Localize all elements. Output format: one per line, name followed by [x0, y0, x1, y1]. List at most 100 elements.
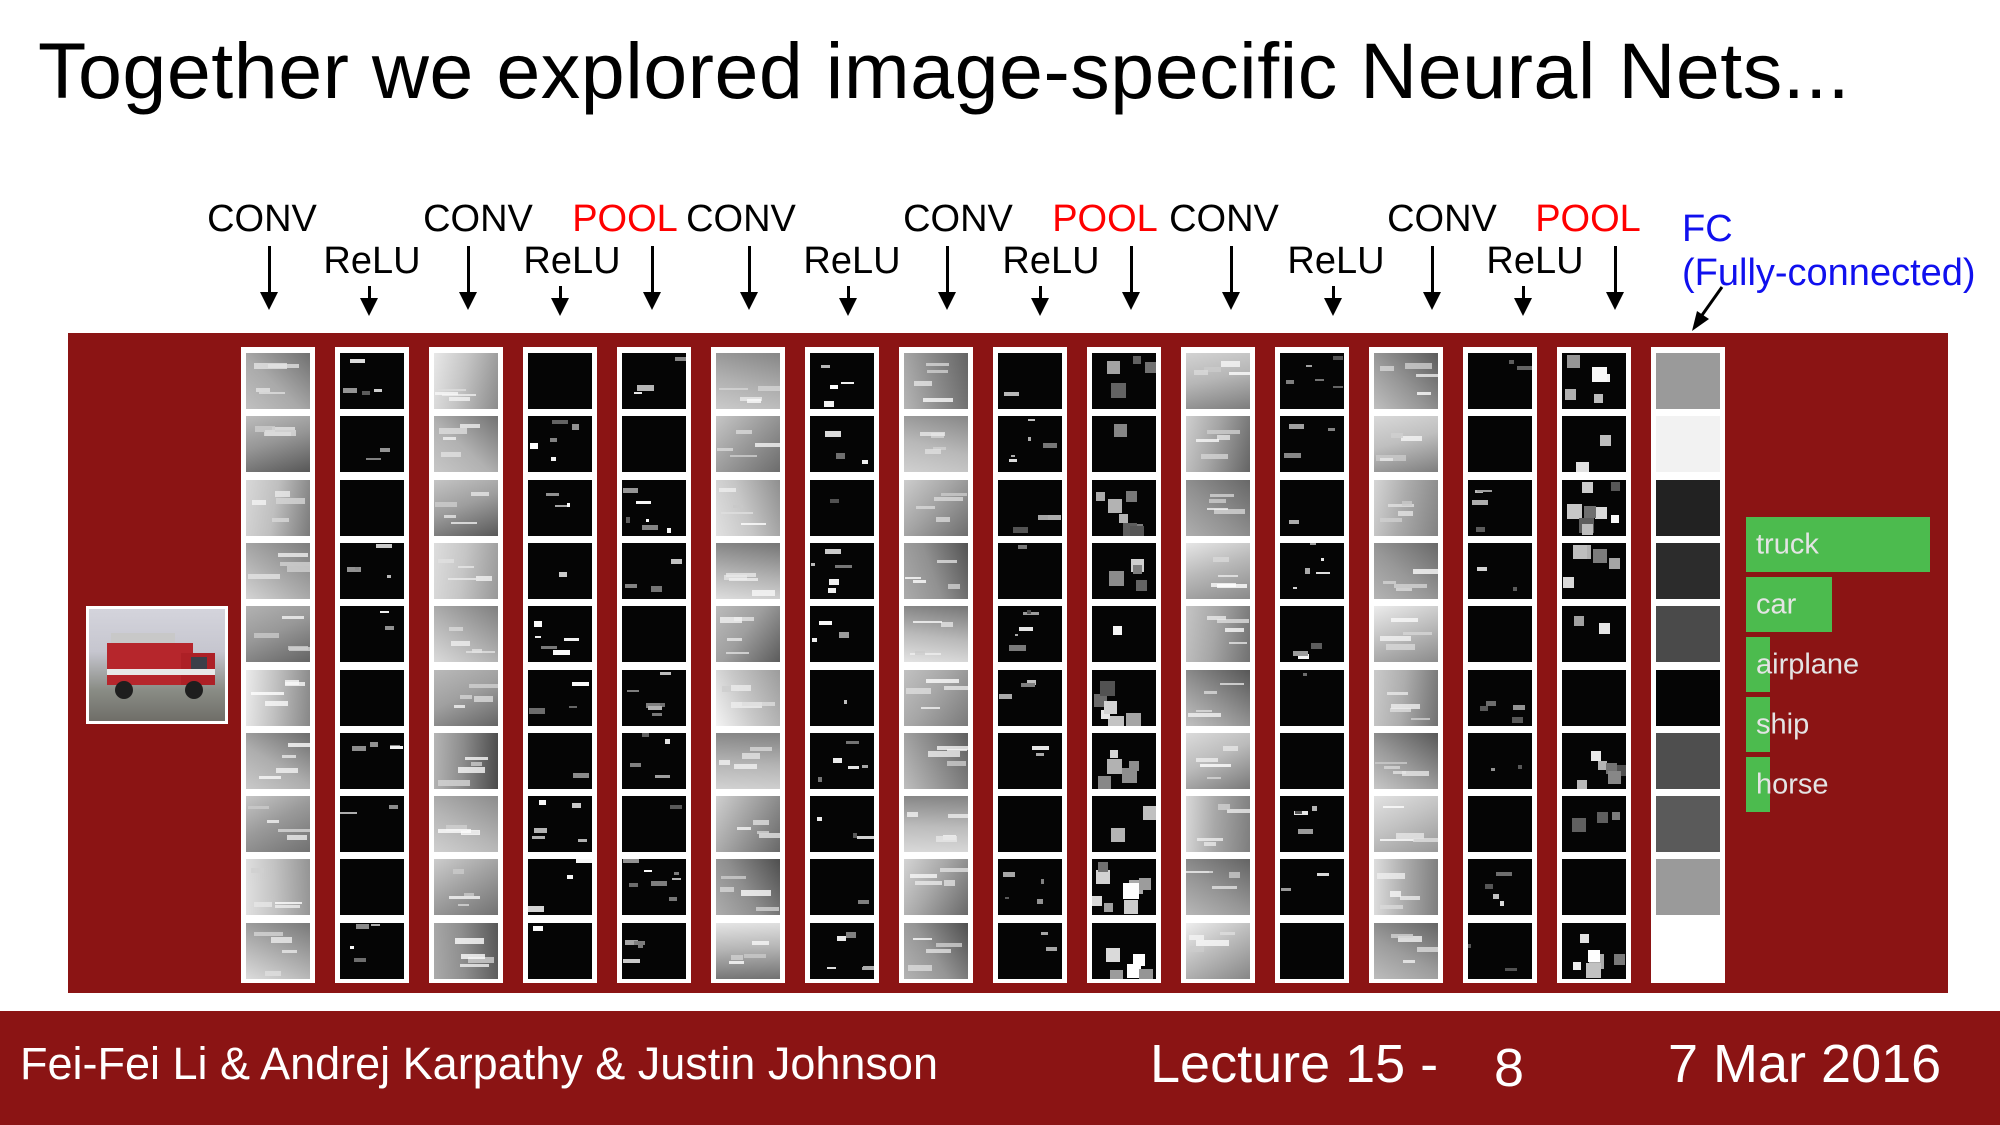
feature-map-tile: [1280, 353, 1344, 409]
prediction-label: truck: [1756, 528, 1819, 560]
feature-map-tile: [1186, 479, 1250, 536]
activation-spot: [1027, 610, 1031, 615]
layer-label-pool: POOL: [1535, 198, 1641, 240]
activation-spot: [665, 738, 670, 744]
feature-stroke: [451, 641, 470, 647]
feature-stroke: [948, 814, 968, 819]
feature-stroke: [464, 893, 474, 897]
activation-spot: [350, 359, 365, 363]
feature-map-tile: [1374, 922, 1438, 979]
activation-spot: [1110, 969, 1123, 979]
activation-spot: [1145, 362, 1156, 373]
fc-activation-cell: [1656, 732, 1720, 789]
feature-map-tile: [1092, 669, 1156, 726]
feature-stroke: [435, 501, 457, 507]
activation-spot: [340, 812, 357, 815]
feature-map-tile: [434, 416, 498, 473]
feature-stroke: [438, 779, 470, 786]
activation-spot: [552, 420, 568, 425]
activation-spot: [844, 699, 847, 704]
feature-map-tile: [622, 479, 686, 536]
activation-spot: [1584, 505, 1596, 518]
feature-stroke: [442, 394, 476, 396]
activation-spot: [1013, 526, 1028, 533]
feature-stroke: [1207, 507, 1228, 510]
feature-stroke: [451, 521, 477, 524]
activation-spot: [830, 498, 839, 503]
feature-stroke: [476, 575, 492, 581]
activation-spot: [1600, 435, 1611, 447]
activation-spot: [1317, 873, 1329, 877]
feature-map-tile: [1374, 542, 1438, 599]
feature-stroke: [439, 428, 467, 435]
feature-stroke: [1398, 510, 1413, 516]
feature-map-tile: [1186, 732, 1250, 789]
activation-spot: [863, 965, 874, 970]
activation-spot: [1611, 481, 1620, 491]
activation-spot: [352, 745, 366, 751]
activation-spot: [1004, 392, 1019, 396]
feature-stroke: [731, 684, 751, 691]
feature-stroke: [927, 370, 948, 373]
activation-spot: [667, 527, 671, 533]
feature-map-tile: [434, 353, 498, 409]
feature-stroke: [1400, 896, 1420, 901]
feature-stroke: [1218, 804, 1230, 811]
feature-stroke: [926, 363, 949, 366]
activation-spot: [1333, 386, 1343, 388]
feature-stroke: [285, 681, 305, 686]
layer-arrow: [260, 246, 278, 310]
activation-spot: [623, 859, 639, 864]
feature-stroke: [465, 756, 488, 760]
activation-spot: [1284, 453, 1301, 459]
feature-stroke: [458, 565, 474, 568]
activation-spot: [841, 382, 854, 384]
feature-map-tile: [1562, 606, 1626, 663]
activation-spot: [1595, 506, 1607, 519]
prediction-bar-airplane: airplane: [1746, 637, 1859, 692]
activation-spot: [1108, 498, 1122, 513]
feature-stroke: [937, 559, 957, 563]
activation-spot: [1591, 750, 1601, 761]
activation-spot: [862, 460, 868, 465]
activation-spot: [1306, 365, 1312, 367]
feature-map-tile: [998, 416, 1062, 473]
activation-spot: [1509, 360, 1514, 364]
feature-stroke: [449, 627, 463, 632]
feature-map-tile: [528, 542, 592, 599]
feature-stroke: [288, 742, 310, 747]
feature-stroke: [275, 905, 300, 909]
activation-spot: [1136, 579, 1147, 591]
activation-spot: [857, 836, 874, 840]
activation-spot: [1573, 544, 1587, 559]
activation-spot: [638, 941, 643, 948]
feature-stroke: [1417, 392, 1431, 395]
feature-stroke: [254, 633, 279, 639]
feature-map-tile: [1186, 859, 1250, 916]
activation-spot: [546, 492, 559, 496]
layer-label-relu: ReLU: [803, 240, 901, 282]
feature-stroke: [915, 881, 942, 886]
feature-stroke: [435, 392, 458, 395]
feature-stroke: [913, 937, 932, 940]
activation-spot: [1129, 760, 1139, 771]
feature-stroke: [1375, 761, 1407, 764]
fc-activation-cell: [1656, 416, 1720, 473]
layer-label-relu: ReLU: [1287, 240, 1385, 282]
activation-spot: [1009, 645, 1026, 652]
activation-spot: [1021, 682, 1035, 687]
feature-stroke: [936, 516, 950, 522]
feature-stroke: [1227, 809, 1250, 814]
activation-spot: [1003, 872, 1015, 878]
feature-stroke: [455, 937, 484, 944]
activation-spot: [1582, 481, 1593, 493]
feature-map-tile: [998, 859, 1062, 916]
activation-spot: [629, 883, 638, 888]
feature-stroke: [1190, 945, 1204, 952]
relu-activation-column: [1463, 347, 1537, 983]
fc-activation-cell: [1656, 859, 1720, 916]
activation-spot: [1611, 514, 1619, 523]
feature-map-tile: [998, 479, 1062, 536]
activation-spot: [551, 457, 556, 462]
activation-spot: [669, 897, 677, 902]
